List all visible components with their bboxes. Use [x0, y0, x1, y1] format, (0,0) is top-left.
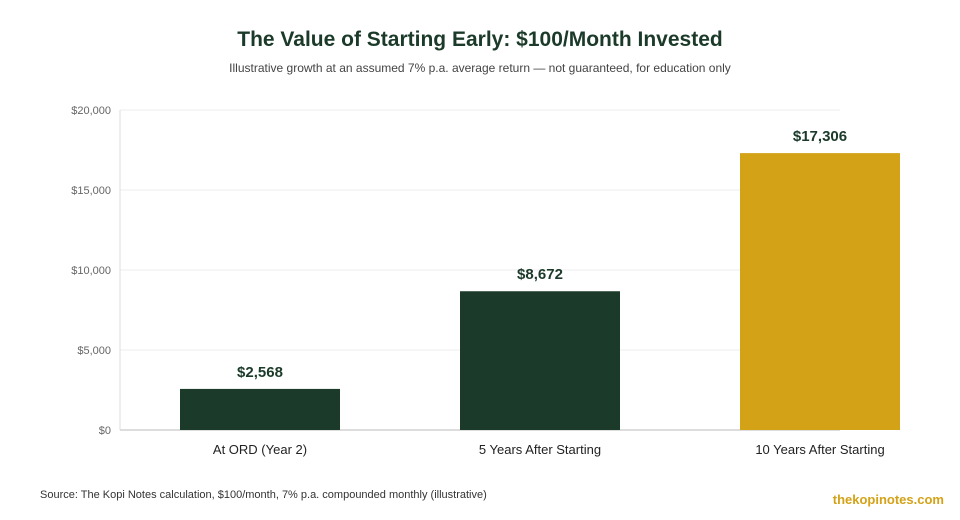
y-tick-label: $5,000: [77, 345, 111, 357]
data-label: $17,306: [793, 128, 847, 145]
bar: [460, 291, 620, 430]
y-tick-label: $20,000: [71, 105, 111, 117]
data-label: $2,568: [237, 364, 283, 381]
bar: [740, 153, 900, 430]
y-tick-label: $15,000: [71, 185, 111, 197]
brand-link[interactable]: thekopinotes.com: [832, 492, 944, 507]
bar: [180, 388, 340, 430]
chart-subtitle: Illustrative growth at an assumed 7% p.a…: [229, 61, 731, 75]
chart-title: The Value of Starting Early: $100/Month …: [237, 28, 723, 51]
x-tick-label: 10 Years After Starting: [755, 442, 884, 457]
bar-chart: $0 $5,000 $10,000 $15,000 $20,000 $2,568 At OR…: [71, 105, 900, 457]
x-tick-label: 5 Years After Starting: [479, 442, 601, 457]
x-tick-label: At ORD (Year 2): [213, 442, 307, 457]
y-tick-label: $10,000: [71, 265, 111, 277]
source-note: Source: The Kopi Notes calculation, $100…: [40, 489, 487, 501]
data-label: $8,672: [517, 266, 563, 283]
y-tick-label: $0: [99, 425, 111, 437]
